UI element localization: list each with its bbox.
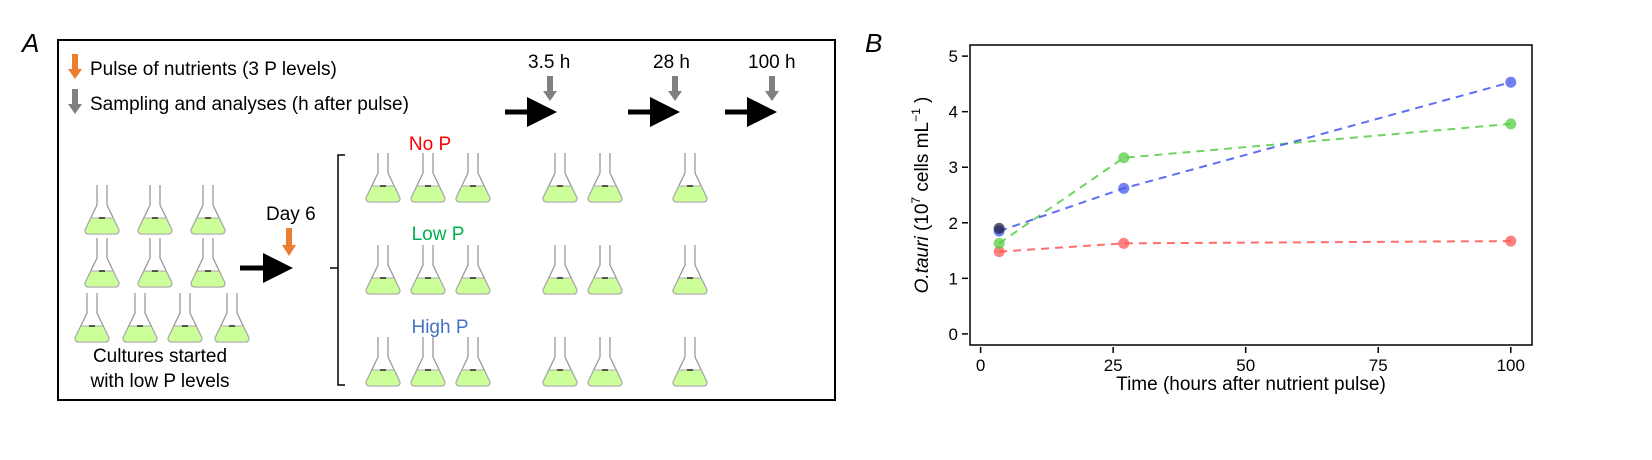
- y-tick-label: 0: [949, 325, 958, 344]
- x-tick-label: 50: [1236, 356, 1255, 375]
- treatment-low-p: Low P: [412, 224, 465, 245]
- caption-line-2: with low P levels: [89, 371, 229, 392]
- legend-sampling: Sampling and analyses (h after pulse): [90, 94, 409, 115]
- x-tick-label: 75: [1369, 356, 1388, 375]
- y-tick-label: 1: [949, 269, 958, 288]
- x-tick-label: 0: [976, 356, 985, 375]
- series-line: [999, 240, 1511, 253]
- legend-pulse: Pulse of nutrients (3 P levels): [90, 59, 337, 80]
- y-tick-label: 4: [949, 103, 958, 122]
- time-label: 28 h: [653, 52, 690, 73]
- series-line: [998, 122, 1511, 245]
- time-label: 3.5 h: [528, 52, 570, 73]
- data-point: [993, 222, 1005, 234]
- data-point: [1505, 76, 1517, 88]
- sampling-arrows: [543, 76, 779, 101]
- x-tick-label: 25: [1104, 356, 1123, 375]
- y-axis-label: O.tauri (107 cells mL−1 ): [909, 97, 933, 294]
- orange-arrow-icon: [68, 54, 82, 79]
- panel-b-label: B: [865, 28, 882, 58]
- data-point: [1118, 182, 1130, 194]
- panel-a-label: A: [20, 28, 39, 58]
- gray-arrow-icon: [68, 89, 82, 114]
- caption-line-1: Cultures started: [93, 346, 227, 367]
- data-point: [1118, 152, 1130, 164]
- treatment-high-p: High P: [411, 317, 468, 338]
- y-tick-label: 5: [949, 47, 958, 66]
- plot-area: [969, 44, 1533, 346]
- starting-flasks: [74, 184, 250, 343]
- x-axis-label: Time (hours after nutrient pulse): [1116, 374, 1386, 395]
- x-tick-label: 100: [1497, 356, 1525, 375]
- series-group: [993, 76, 1517, 258]
- y-tick-label: 3: [949, 158, 958, 177]
- data-point: [1505, 118, 1517, 130]
- y-tick-label: 2: [949, 214, 958, 233]
- panel-a-box: [57, 39, 836, 401]
- axes: 0 25 50 75 100 0 1 2 3 4 5: [949, 47, 1525, 375]
- data-point: [993, 237, 1005, 249]
- timeline-arrows: [240, 97, 777, 283]
- data-point: [993, 246, 1005, 258]
- orange-arrow-icon: [282, 228, 296, 256]
- bracket: [330, 154, 345, 386]
- data-point: [1118, 237, 1130, 249]
- day-label: Day 6: [266, 204, 316, 225]
- data-point: [1505, 235, 1517, 247]
- treatment-flasks: [365, 152, 708, 387]
- treatment-no-p: No P: [409, 134, 451, 155]
- series-line: [998, 81, 1512, 233]
- time-label: 100 h: [748, 52, 796, 73]
